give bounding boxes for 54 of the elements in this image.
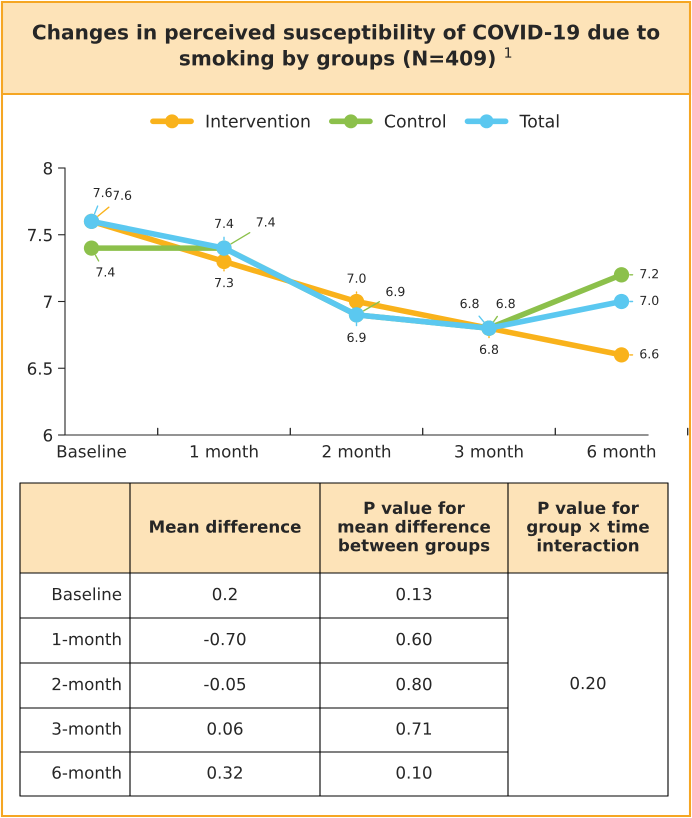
x-tick-label: Baseline	[58, 444, 126, 458]
y-tick-label: 6	[44, 428, 52, 442]
chart-title: Changes in perceived susceptibility of COVID-19 due to smoking by groups (N=409) $^{1}$	[32, 24, 660, 70]
legend-label: Intervention	[206, 114, 310, 128]
text: 0.13	[396, 588, 432, 600]
legend-label: Total	[519, 114, 558, 128]
x-tick-label: 2 month	[322, 444, 390, 458]
x-tick-label: 1 month	[190, 444, 258, 458]
text: 0.80	[396, 678, 432, 690]
point	[348, 294, 364, 310]
text: 3-month	[52, 722, 121, 735]
data-label: 7.4	[96, 267, 115, 277]
text: P value for mean difference between groups	[338, 501, 490, 555]
data-label: 7.6	[94, 188, 112, 198]
legend-label: Control	[384, 114, 445, 128]
point	[84, 240, 100, 256]
text: 0.20	[570, 676, 606, 690]
text: 0.2	[212, 588, 237, 600]
x-tick-label: 6 month	[588, 444, 656, 458]
text: 1-month	[53, 632, 121, 646]
text: -0.05	[204, 678, 246, 690]
text: 0.32	[208, 766, 242, 779]
data-label: 7.4	[215, 218, 234, 228]
text: P value for group × time interaction	[527, 501, 649, 552]
text: 0.10	[396, 766, 432, 779]
data-label: 6.9	[347, 332, 366, 342]
y-tick-label: 7.5	[28, 228, 52, 242]
text: 6-month	[52, 766, 121, 779]
data-label: 6.8	[460, 298, 479, 308]
data-label: 7.4	[256, 217, 275, 227]
text: Baseline	[52, 587, 122, 600]
data-label: 7.3	[215, 278, 233, 288]
point	[614, 294, 630, 310]
data-label: 7.0	[640, 296, 658, 306]
text: 0.06	[208, 722, 243, 735]
point	[614, 347, 630, 363]
y-tick-label: 7	[44, 296, 52, 308]
data-label: 6.9	[386, 286, 404, 296]
y-tick-label: 6.5	[28, 362, 52, 375]
data-label: 7.6	[113, 190, 132, 200]
text: 0.60	[396, 632, 432, 646]
text: 2-month	[52, 677, 121, 690]
text: 0.71	[396, 722, 432, 735]
data-label: 7.2	[640, 268, 658, 278]
point	[216, 254, 232, 270]
data-label: 6.8	[496, 298, 515, 308]
data-label: 7.0	[348, 273, 366, 283]
x-tick-label: 3 month	[455, 444, 523, 458]
text: -0.70	[204, 632, 246, 646]
text: Mean difference	[150, 520, 301, 533]
data-label: 6.6	[640, 349, 658, 359]
point	[614, 267, 630, 282]
y-tick-label: 8	[44, 162, 52, 175]
data-label: 6.8	[480, 344, 498, 354]
